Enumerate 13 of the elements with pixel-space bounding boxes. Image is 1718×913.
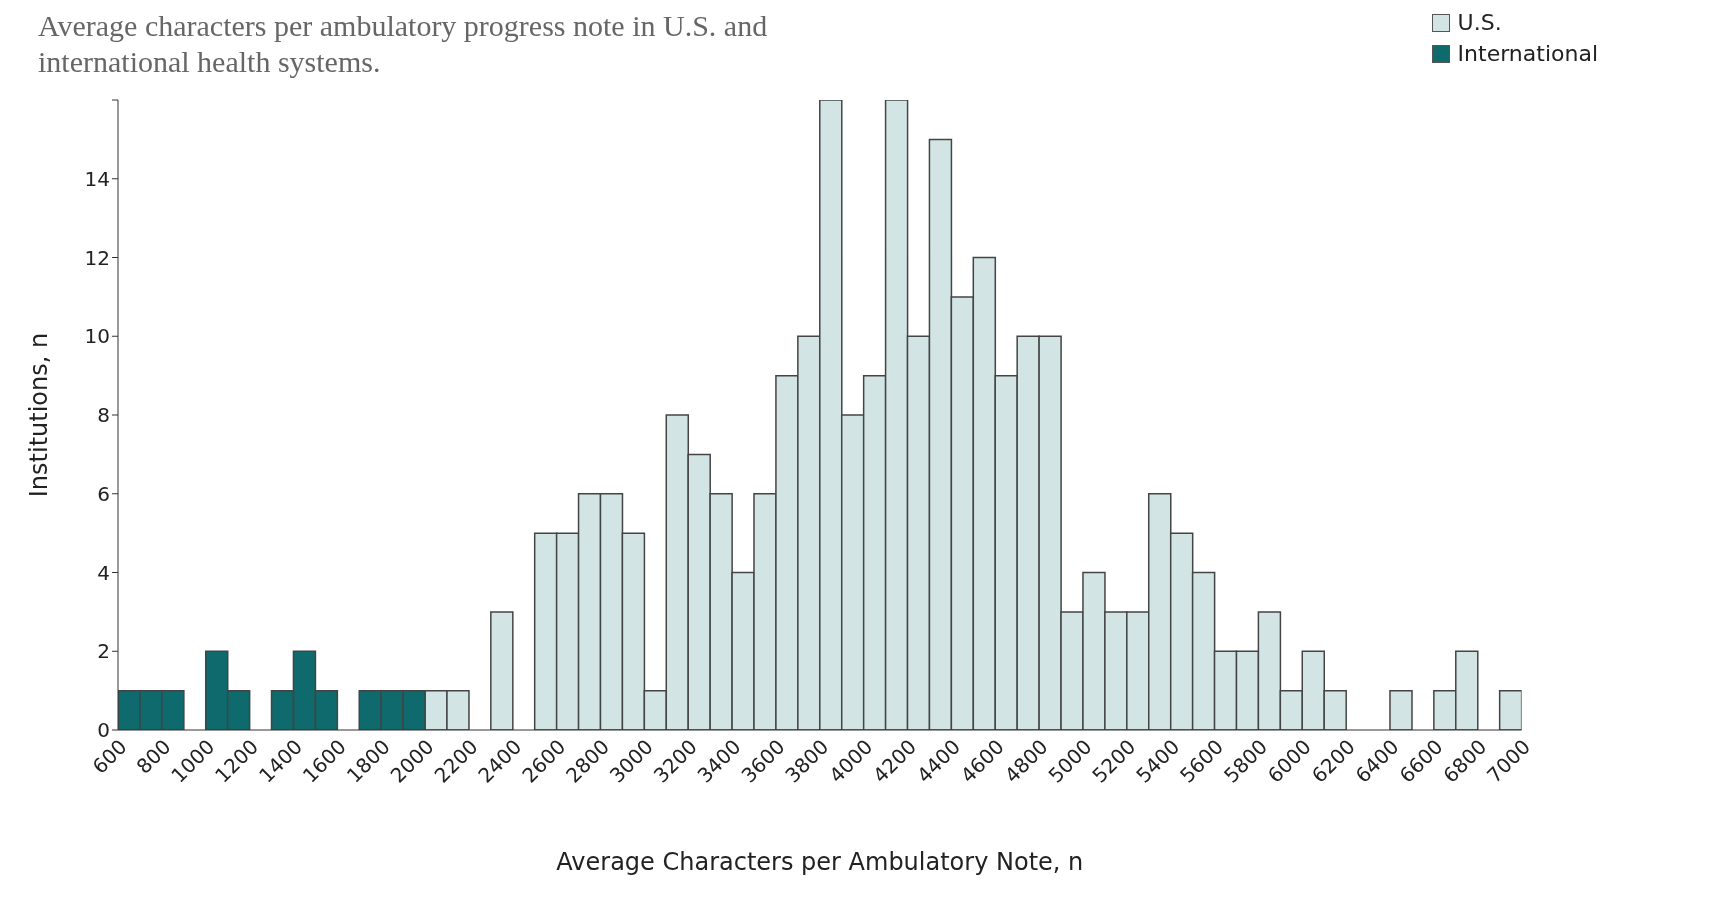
y-tick-label: 6 [97, 481, 110, 506]
y-tick-label: 14 [84, 166, 110, 191]
y-tick-label: 0 [97, 718, 110, 743]
y-axis-title: Institutions, n [24, 332, 53, 498]
y-tick-label: 12 [84, 245, 110, 270]
x-axis-title: Average Characters per Ambulatory Note, n [556, 848, 1084, 876]
y-tick-label: 8 [97, 403, 110, 428]
legend-label: U.S. [1457, 10, 1502, 35]
y-tick-label: 10 [84, 324, 110, 349]
y-tick-label: 4 [97, 560, 110, 585]
legend-label: International [1457, 41, 1598, 66]
y-tick-label: 2 [97, 639, 110, 664]
chart-title: Average characters per ambulatory progress note in U.S. and international health systems. [38, 8, 769, 80]
